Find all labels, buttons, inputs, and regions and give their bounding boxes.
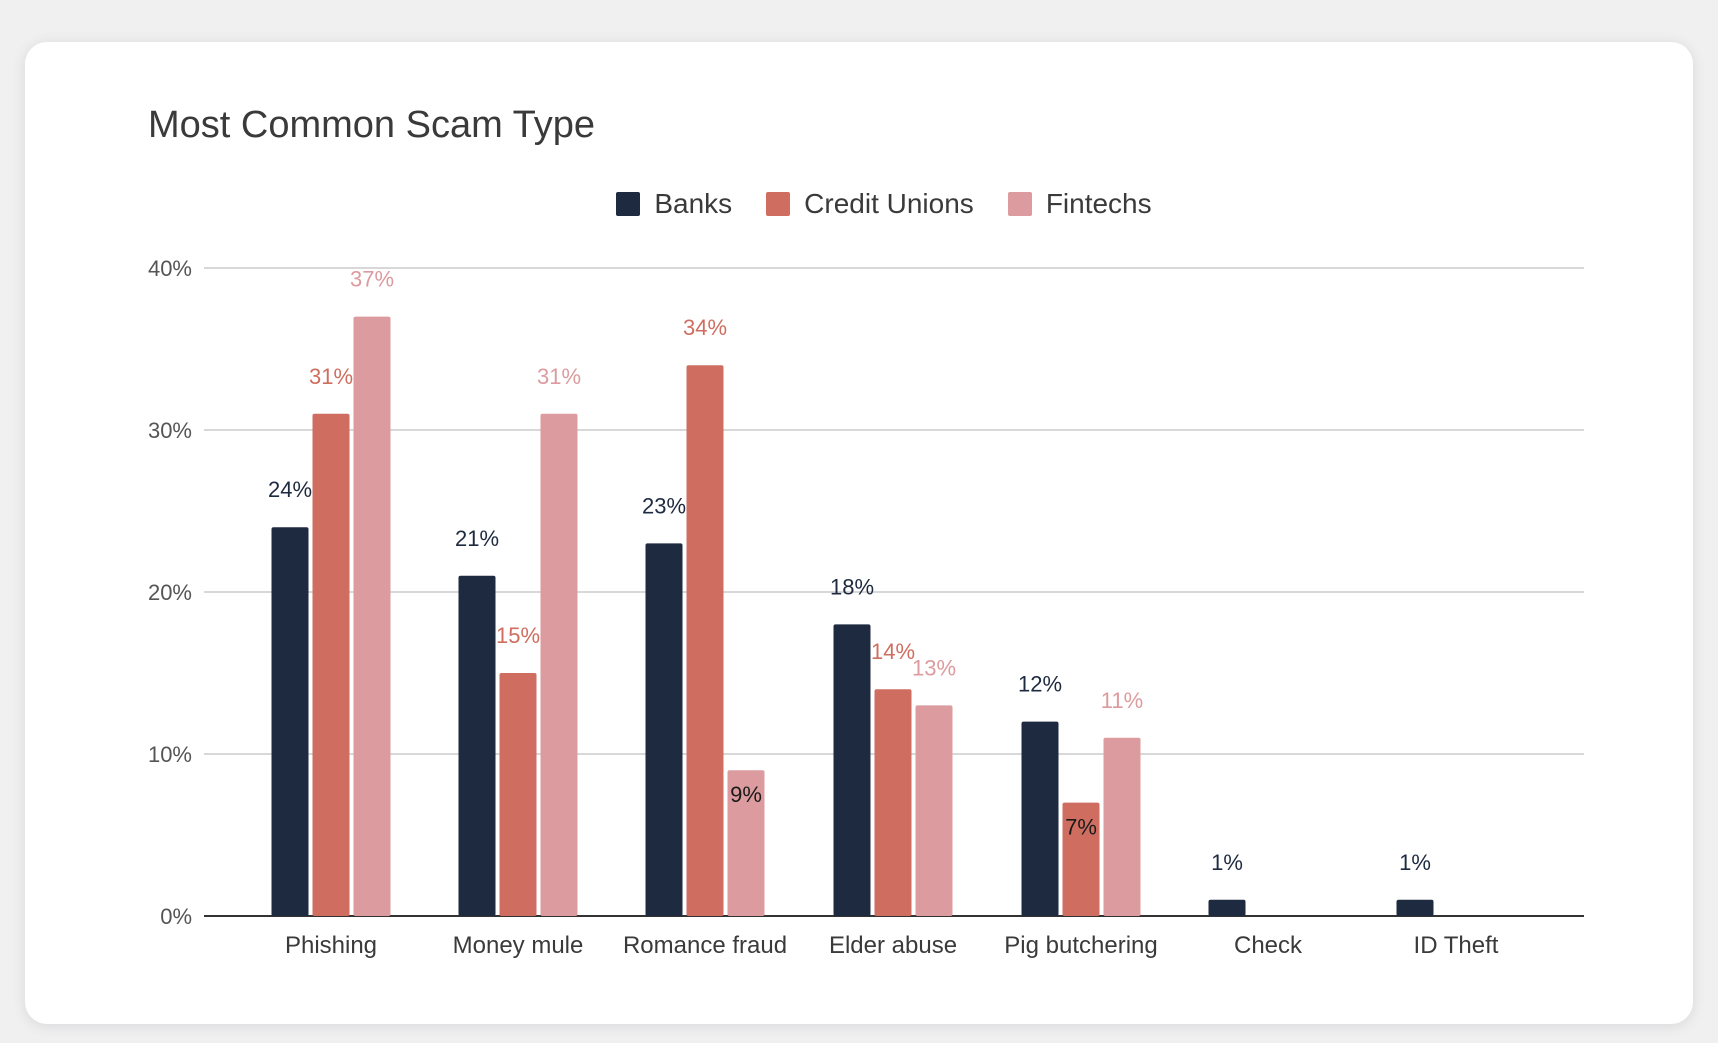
legend-swatch-fintechs: [1007, 192, 1032, 216]
bar-banks: [271, 527, 309, 916]
bar-banks: [1396, 899, 1434, 916]
bar-fintechs: [1103, 737, 1141, 916]
data-label: 23%: [642, 493, 686, 518]
bar-credit-unions: [312, 413, 350, 916]
bar-banks: [1208, 899, 1246, 916]
data-label: 1%: [1211, 850, 1243, 875]
bar-banks: [645, 543, 683, 916]
y-tick-label: 40%: [148, 256, 192, 281]
bar-credit-unions: [686, 365, 724, 916]
bar-credit-unions: [874, 689, 912, 916]
data-label: 12%: [1018, 672, 1062, 697]
bar-fintechs: [353, 316, 391, 917]
y-tick-label: 30%: [148, 418, 192, 443]
legend-label-banks: Banks: [654, 188, 733, 219]
legend-label-fintechs: Fintechs: [1045, 188, 1152, 219]
legend-swatch-credit-unions: [766, 192, 791, 216]
legend-item-fintechs: Fintechs: [1007, 188, 1152, 220]
bar-credit-unions: [499, 673, 537, 916]
data-label: 15%: [496, 623, 540, 648]
legend-item-banks: Banks: [616, 188, 732, 220]
data-label: 24%: [268, 477, 312, 502]
data-label: 7%: [1065, 815, 1097, 840]
bar-fintechs: [540, 413, 578, 916]
data-label: 34%: [683, 315, 727, 340]
legend-swatch-banks: [616, 192, 641, 216]
chart-title: Most Common Scam Type: [148, 104, 596, 146]
category-label: ID Theft: [1414, 932, 1499, 959]
category-label: Elder abuse: [829, 932, 957, 959]
data-label: 21%: [455, 526, 499, 551]
category-label: Phishing: [285, 932, 377, 959]
data-label: 11%: [1101, 688, 1143, 713]
category-label: Check: [1234, 932, 1303, 959]
data-label: 13%: [912, 655, 956, 680]
bar-banks: [458, 575, 496, 916]
category-label: Romance fraud: [623, 932, 787, 959]
y-tick-label: 0%: [160, 904, 192, 929]
data-label: 37%: [350, 267, 394, 292]
legend-label-credit-unions: Credit Unions: [804, 188, 974, 219]
data-label: 18%: [830, 574, 874, 599]
y-tick-label: 20%: [148, 580, 192, 605]
data-label: 14%: [871, 639, 915, 664]
data-label: 31%: [537, 364, 581, 389]
bar-fintechs: [915, 705, 953, 916]
category-label: Pig butchering: [1004, 932, 1157, 959]
bar-banks: [1021, 721, 1059, 916]
bar-fintechs: [727, 770, 765, 916]
bar-banks: [833, 624, 871, 916]
data-label: 1%: [1399, 850, 1431, 875]
data-label: 31%: [309, 364, 353, 389]
data-label: 9%: [730, 782, 762, 807]
y-tick-label: 10%: [148, 742, 192, 767]
legend: Banks Credit Unions Fintechs: [0, 184, 1718, 224]
category-label: Money mule: [453, 932, 584, 959]
legend-item-credit-unions: Credit Unions: [766, 188, 974, 220]
bar-credit-unions: [1062, 802, 1100, 916]
